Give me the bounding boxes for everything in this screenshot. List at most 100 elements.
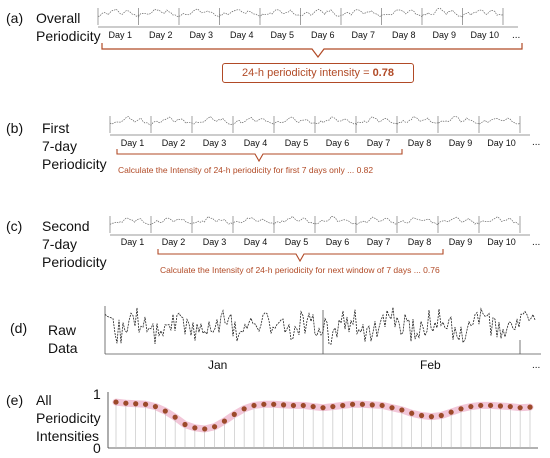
intensity-point bbox=[241, 406, 247, 412]
panel-b-day-2: Day 2 bbox=[161, 138, 186, 148]
intensity-point bbox=[458, 406, 464, 412]
panel-e-letter: (e) bbox=[6, 392, 24, 408]
panel-e-title-line1: All bbox=[36, 392, 52, 408]
panel-b-brace bbox=[116, 149, 403, 163]
panel-d-month-jan: Jan bbox=[208, 358, 228, 372]
intensity-point bbox=[162, 408, 168, 414]
intensity-point bbox=[113, 399, 119, 405]
daily-cycle-trace bbox=[109, 215, 521, 226]
intensity-point bbox=[527, 404, 533, 410]
panel-c-day-8: Day 8 bbox=[407, 237, 432, 247]
panel-c-day-10: Day 10 bbox=[487, 237, 516, 247]
panel-a-axis bbox=[98, 26, 518, 28]
panel-c-title-line3: Periodicity bbox=[42, 254, 107, 270]
panel-c-brace bbox=[157, 249, 444, 263]
intensity-point bbox=[172, 414, 178, 420]
panel-e-y-top-label: 1 bbox=[93, 386, 101, 402]
intensity-point bbox=[379, 402, 385, 409]
panel-c-title-line1: Second bbox=[42, 218, 90, 234]
panel-a-day-4: Day 4 bbox=[229, 30, 254, 40]
intensity-point bbox=[359, 401, 366, 407]
intensity-point bbox=[123, 400, 129, 406]
panel-a-ellipsis: ... bbox=[512, 30, 521, 41]
panel-b-day-4: Day 4 bbox=[243, 138, 268, 148]
intensity-point bbox=[142, 401, 149, 407]
panel-c-day-9: Day 9 bbox=[448, 237, 473, 247]
panel-c-axis bbox=[110, 234, 530, 236]
panel-b-day-9: Day 9 bbox=[448, 138, 473, 148]
intensity-point bbox=[340, 402, 346, 409]
panel-c-title-line2: 7-day bbox=[42, 236, 78, 252]
intensity-point bbox=[438, 412, 444, 419]
panel-c-letter: (c) bbox=[6, 218, 23, 234]
panel-c-day-4: Day 4 bbox=[243, 237, 268, 247]
intensity-point bbox=[202, 426, 208, 432]
panel-e-title-line2: Periodicity bbox=[36, 410, 101, 426]
intensity-point bbox=[448, 409, 454, 415]
panel-c-signal bbox=[109, 215, 521, 233]
panel-c-note: Calculate the Intensity of 24-h periodic… bbox=[160, 265, 440, 275]
daily-cycle-trace bbox=[109, 116, 521, 127]
intensity-point bbox=[369, 402, 375, 408]
intensity-point bbox=[261, 401, 267, 407]
panel-a-day-2: Day 2 bbox=[148, 30, 173, 40]
panel-b-title-line1: First bbox=[42, 120, 70, 136]
panel-c-day-2: Day 2 bbox=[161, 237, 186, 247]
intensity-point bbox=[300, 402, 306, 409]
panel-b-signal bbox=[109, 116, 521, 133]
intensity-point bbox=[231, 411, 237, 417]
panel-d-ellipsis: ... bbox=[532, 360, 541, 371]
intensity-point bbox=[211, 424, 218, 430]
intensity-point bbox=[468, 403, 474, 410]
intensity-point bbox=[330, 403, 336, 410]
intensity-point bbox=[290, 402, 297, 409]
intensity-point bbox=[399, 407, 405, 413]
panel-e-y-bottom-label: 0 bbox=[93, 440, 101, 456]
panel-d-title-line1: Raw bbox=[48, 322, 77, 338]
panel-b-day-7: Day 7 bbox=[366, 138, 391, 148]
panel-c-day-7: Day 7 bbox=[366, 237, 391, 247]
panel-c-ellipsis: ... bbox=[532, 237, 541, 248]
intensity-point bbox=[192, 425, 198, 431]
panel-c-day-5: Day 5 bbox=[284, 237, 309, 247]
panel-a-day-9: Day 9 bbox=[432, 30, 456, 40]
panel-c-day-6: Day 6 bbox=[325, 237, 350, 247]
intensity-point bbox=[497, 403, 504, 409]
intensity-point bbox=[487, 402, 494, 409]
panel-a-caption-value: 0.78 bbox=[372, 67, 394, 79]
panel-a-letter: (a) bbox=[6, 10, 24, 26]
panel-a-day-5: Day 5 bbox=[270, 30, 294, 40]
intensity-point bbox=[152, 403, 159, 410]
panel-b-title-line3: Periodicity bbox=[42, 156, 107, 172]
panel-a-title-line2: Periodicity bbox=[36, 28, 101, 44]
raw-data-trace bbox=[104, 307, 536, 345]
panel-c-day-3: Day 3 bbox=[202, 237, 227, 247]
panel-a-title-line1: Overall bbox=[36, 10, 81, 26]
panel-b-day-8: Day 8 bbox=[407, 138, 432, 148]
intensity-point bbox=[349, 401, 356, 407]
panel-b-note: Calculate the Intensity of 24-h periodic… bbox=[118, 165, 374, 175]
panel-a-caption-box: 24-h periodicity intensity = 0.78 bbox=[222, 63, 414, 83]
intensity-point bbox=[507, 403, 513, 410]
intensity-point bbox=[251, 402, 257, 409]
panel-a-day-6: Day 6 bbox=[310, 30, 335, 40]
panel-a-day-10: Day 10 bbox=[470, 30, 500, 40]
intensity-point bbox=[182, 421, 188, 428]
panel-b-axis bbox=[110, 134, 530, 136]
intensity-point bbox=[271, 401, 277, 407]
panel-d-title-line2: Data bbox=[48, 340, 78, 356]
panel-e-chart bbox=[107, 392, 538, 449]
intensity-point bbox=[517, 405, 523, 411]
panel-b-ellipsis: ... bbox=[532, 137, 541, 148]
panel-d-raw-signal bbox=[104, 307, 536, 345]
intensity-point bbox=[428, 414, 435, 420]
panel-a-brace bbox=[101, 43, 523, 58]
intensity-point bbox=[409, 410, 415, 416]
panel-d-month-feb: Feb bbox=[420, 358, 441, 372]
panel-a-day-7: Day 7 bbox=[351, 30, 375, 40]
panel-a-day-8: Day 8 bbox=[391, 30, 416, 40]
panel-b-day-3: Day 3 bbox=[202, 138, 227, 148]
panel-d-letter: (d) bbox=[10, 320, 28, 336]
panel-b-title-line2: 7-day bbox=[42, 138, 78, 154]
panel-a-caption-prefix: 24-h periodicity intensity = bbox=[242, 67, 373, 79]
